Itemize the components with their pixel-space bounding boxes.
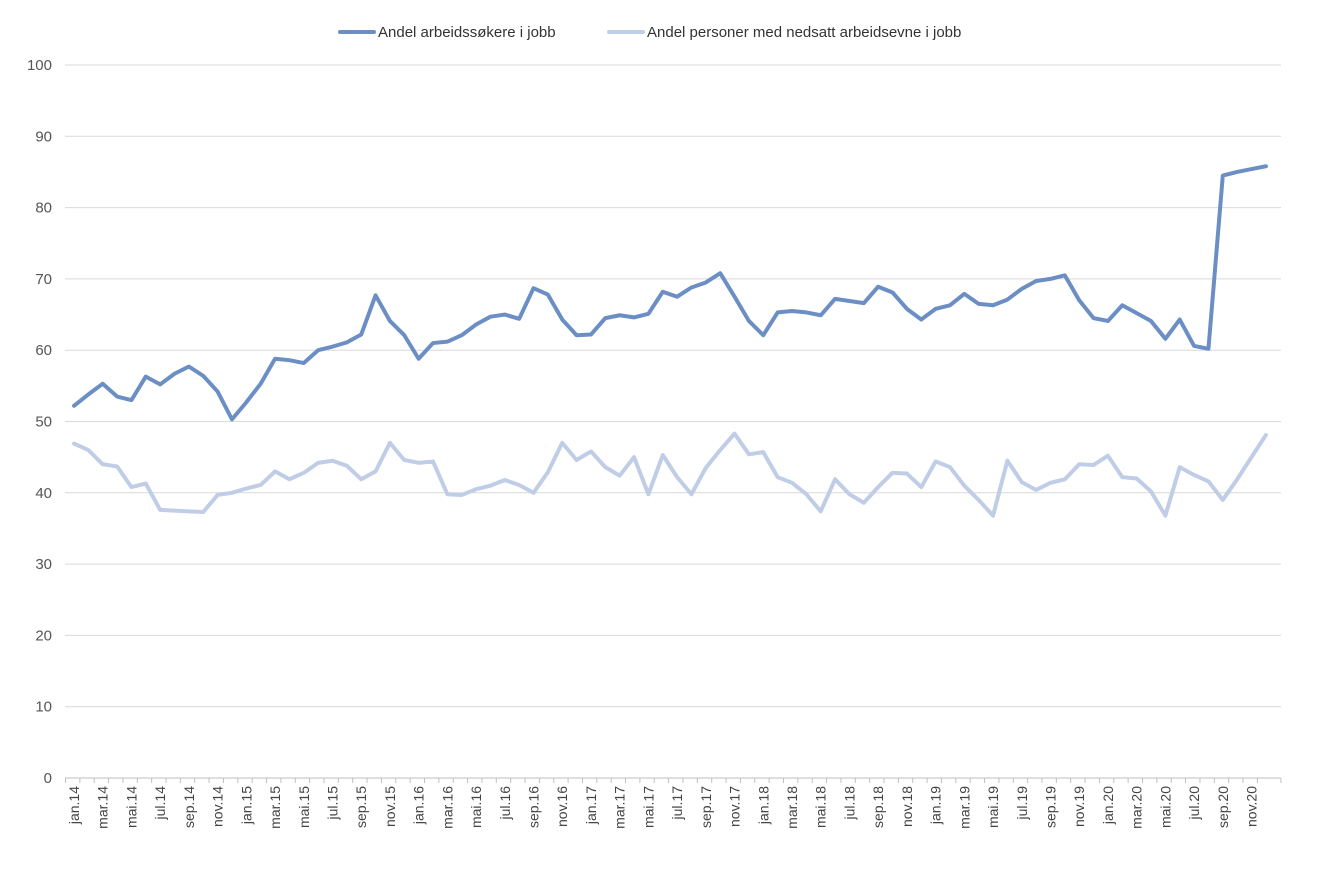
x-axis: jan.14 mar.14 mai.14 jul.14 sep.14 nov.14 jan.… — [65, 777, 1282, 829]
x-tick-label: sep.15 — [353, 786, 369, 828]
y-tick-label: 80 — [35, 200, 52, 217]
x-tick-label: mai.16 — [468, 786, 484, 828]
x-tick-label: sep.14 — [181, 786, 197, 828]
x-tick-label: nov.18 — [899, 786, 915, 827]
x-tick-label: mar.18 — [784, 786, 800, 829]
series-line-1 — [72, 164, 1268, 422]
y-tick-label: 90 — [35, 128, 52, 145]
x-tick-label: sep.18 — [870, 786, 886, 828]
x-tick-label: sep.16 — [526, 786, 542, 828]
x-tick-label: jul.16 — [497, 786, 513, 821]
x-tick-label: jan.20 — [1100, 786, 1116, 825]
series-lines — [72, 164, 1268, 518]
y-tick-label: 20 — [35, 627, 52, 644]
x-tick-label: mar.17 — [612, 786, 628, 829]
legend-label-2: Andel personer med nedsatt arbeidsevne i… — [647, 24, 961, 41]
x-tick-label: jul.20 — [1186, 786, 1202, 821]
x-tick-label: mar.16 — [439, 786, 455, 829]
x-tick-label: mar.19 — [956, 786, 972, 829]
x-tick-label: sep.20 — [1215, 786, 1231, 828]
x-tick-label: mai.17 — [640, 786, 656, 828]
y-tick-label: 70 — [35, 271, 52, 288]
x-tick-label: nov.20 — [1244, 786, 1260, 827]
x-tick-label: jan.14 — [66, 786, 82, 825]
x-tick-label: jul.18 — [841, 786, 857, 821]
x-tick-label: mar.20 — [1129, 786, 1145, 829]
x-tick-label: jan.18 — [755, 786, 771, 825]
x-tick-label: mar.14 — [95, 786, 111, 829]
x-tick-label: mai.20 — [1157, 786, 1173, 828]
x-tick-label: nov.19 — [1071, 786, 1087, 827]
x-tick-label: sep.19 — [1042, 786, 1058, 828]
x-tick-label: jan.17 — [583, 786, 599, 825]
x-tick-label: nov.17 — [727, 786, 743, 827]
x-tick-label: jul.17 — [669, 786, 685, 821]
x-tick-label: jul.19 — [1014, 786, 1030, 821]
legend-label-1: Andel arbeidssøkere i jobb — [378, 24, 556, 41]
y-tick-label: 60 — [35, 342, 52, 359]
y-axis-ticks: 0 10 20 30 40 50 60 70 80 90 100 — [27, 57, 52, 787]
y-tick-label: 50 — [35, 414, 52, 431]
x-tick-label: nov.15 — [382, 786, 398, 827]
y-tick-label: 0 — [44, 770, 52, 787]
series-line-2 — [72, 431, 1268, 518]
x-tick-label: sep.17 — [698, 786, 714, 828]
x-tick-label: nov.16 — [554, 786, 570, 827]
x-tick-label: jan.19 — [928, 786, 944, 825]
legend: Andel arbeidssøkere i jobb Andel personer… — [338, 24, 961, 41]
y-tick-label: 30 — [35, 556, 52, 573]
y-tick-label: 40 — [35, 485, 52, 502]
y-tick-label: 10 — [35, 699, 52, 716]
x-tick-label: jul.15 — [324, 786, 340, 821]
x-tick-label: nov.14 — [210, 786, 226, 827]
x-tick-label: mai.14 — [123, 786, 139, 828]
x-tick-label: mai.19 — [985, 786, 1001, 828]
x-tick-label: jul.14 — [152, 786, 168, 821]
x-tick-label: mai.15 — [296, 786, 312, 828]
y-tick-label: 100 — [27, 57, 52, 74]
x-tick-label: jan.15 — [238, 786, 254, 825]
x-tick-label: mar.15 — [267, 786, 283, 829]
x-tick-label: jan.16 — [411, 786, 427, 825]
x-tick-label: mai.18 — [813, 786, 829, 828]
gridlines — [65, 64, 1281, 708]
